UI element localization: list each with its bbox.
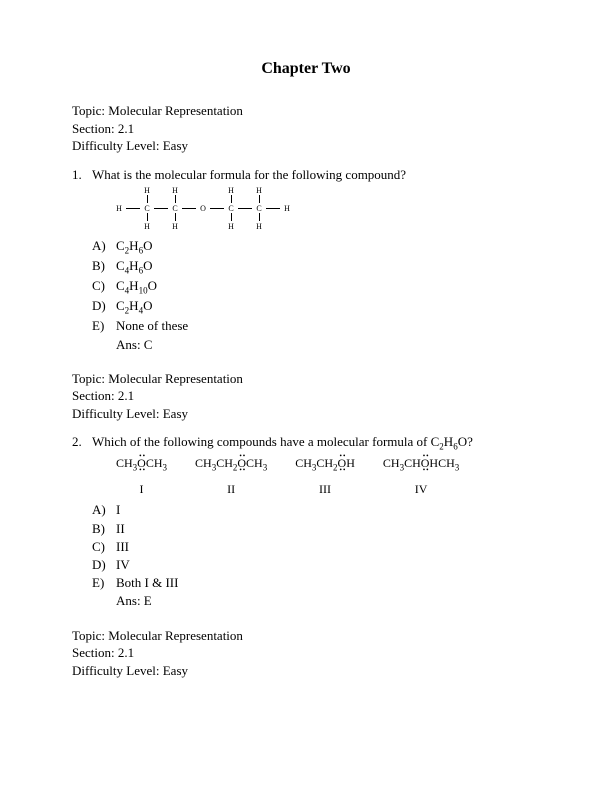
compound-4: CH3CHO••••HCH3 IV: [383, 456, 459, 497]
q2-choice-a-text: I: [116, 502, 120, 517]
q2-difficulty: Difficulty Level: Easy: [72, 405, 540, 423]
compound-2-label: II: [195, 482, 267, 497]
q1-choice-c: C)C4H10O: [92, 277, 540, 297]
q2-choice-c-text: III: [116, 539, 129, 554]
q2-choice-b-text: II: [116, 521, 125, 536]
compound-3: CH3CH2O••••H III: [295, 456, 355, 497]
q2-number: 2.: [72, 434, 92, 450]
q3-section: Section: 2.1: [72, 644, 540, 662]
question-1-block: Topic: Molecular Representation Section:…: [72, 102, 540, 354]
q1-number: 1.: [72, 167, 92, 183]
q1-question: 1.What is the molecular formula for the …: [92, 167, 540, 183]
compound-2: CH3CH2O••••CH3 II: [195, 456, 267, 497]
q2-compounds-row: CH3O••••CH3 I CH3CH2O••••CH3 II CH3CH2O•…: [116, 456, 540, 497]
q1-choice-e: E)None of these: [92, 317, 540, 335]
q2-choice-d-text: IV: [116, 557, 130, 572]
q1-difficulty: Difficulty Level: Easy: [72, 137, 540, 155]
q2-choice-e: E)Both I & III: [92, 574, 540, 592]
q1-answer: Ans: C: [116, 336, 540, 354]
chapter-title: Chapter Two: [72, 60, 540, 78]
question-3-meta: Topic: Molecular Representation Section:…: [72, 627, 540, 680]
q2-question: 2.Which of the following compounds have …: [92, 434, 540, 452]
q1-section: Section: 2.1: [72, 120, 540, 138]
q1-choice-e-text: None of these: [116, 318, 188, 333]
q1-choice-b: B)C4H6O: [92, 257, 540, 277]
compound-1-label: I: [116, 482, 167, 497]
q2-choice-a: A)I: [92, 501, 540, 519]
q2-section: Section: 2.1: [72, 387, 540, 405]
q2-choice-e-text: Both I & III: [116, 575, 178, 590]
q2-choice-c: C)III: [92, 538, 540, 556]
question-2-block: Topic: Molecular Representation Section:…: [72, 370, 540, 611]
q1-choice-a: A)C2H6O: [92, 237, 540, 257]
q1-text: What is the molecular formula for the fo…: [92, 167, 406, 182]
compound-3-label: III: [295, 482, 355, 497]
compound-4-label: IV: [383, 482, 459, 497]
compound-1: CH3O••••CH3 I: [116, 456, 167, 497]
q2-mid: H: [444, 434, 453, 449]
q2-answer: Ans: E: [116, 592, 540, 610]
q2-text-before: Which of the following compounds have a …: [92, 434, 439, 449]
q2-topic: Topic: Molecular Representation: [72, 370, 540, 388]
q3-topic: Topic: Molecular Representation: [72, 627, 540, 645]
q2-text-after: O?: [458, 434, 473, 449]
q1-topic: Topic: Molecular Representation: [72, 102, 540, 120]
q1-structure-diagram: HHHH HCCOCCH HHHH: [112, 187, 540, 231]
q2-choice-d: D)IV: [92, 556, 540, 574]
q2-choice-b: B)II: [92, 520, 540, 538]
q3-difficulty: Difficulty Level: Easy: [72, 662, 540, 680]
q1-choice-d: D)C2H4O: [92, 297, 540, 317]
